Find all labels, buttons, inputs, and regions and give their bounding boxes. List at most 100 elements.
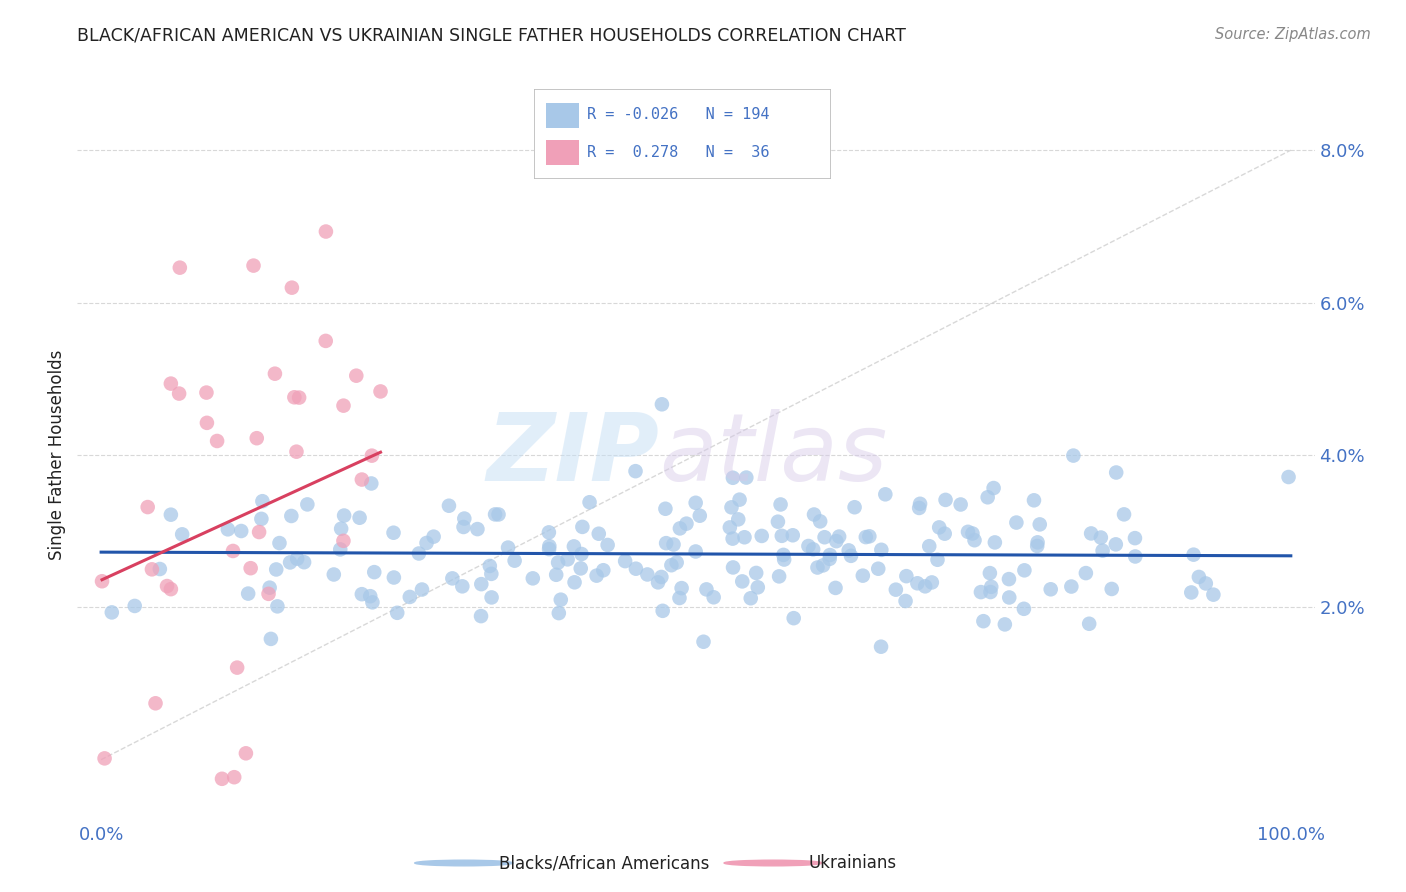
Point <box>522 571 544 585</box>
Point <box>479 566 502 581</box>
Point <box>894 594 917 608</box>
Point <box>870 640 893 654</box>
Point <box>1195 576 1218 591</box>
Point <box>550 592 572 607</box>
Point <box>984 535 1007 549</box>
Point <box>1074 566 1097 580</box>
Point <box>349 510 371 524</box>
Point <box>855 530 877 544</box>
Text: Blacks/African Americans: Blacks/African Americans <box>499 854 710 872</box>
Point <box>537 525 560 540</box>
Point <box>839 549 862 563</box>
Point <box>235 747 257 761</box>
Point <box>451 579 474 593</box>
Point <box>801 542 824 557</box>
Point <box>921 575 943 590</box>
Point <box>315 334 337 348</box>
Point <box>1105 466 1128 480</box>
Point <box>246 431 269 445</box>
Point <box>731 574 754 589</box>
Point <box>415 536 437 550</box>
Point <box>970 585 993 599</box>
Point <box>808 514 831 528</box>
Point <box>211 772 233 786</box>
Point <box>972 614 994 628</box>
Point <box>503 554 526 568</box>
Point <box>692 634 714 648</box>
Point <box>266 599 288 614</box>
Text: Source: ZipAtlas.com: Source: ZipAtlas.com <box>1215 27 1371 42</box>
Point <box>727 512 749 526</box>
FancyBboxPatch shape <box>546 140 579 165</box>
Point <box>149 562 172 576</box>
Point <box>562 540 585 554</box>
Point <box>411 582 433 597</box>
Point <box>956 524 979 539</box>
Point <box>797 539 820 553</box>
Point <box>772 548 794 562</box>
Point <box>769 498 792 512</box>
Point <box>1026 539 1049 553</box>
Point <box>896 569 918 583</box>
Point <box>669 521 692 535</box>
Point <box>662 537 685 551</box>
Point <box>224 770 246 784</box>
Point <box>852 568 875 582</box>
Point <box>547 556 569 570</box>
Point <box>1078 616 1101 631</box>
Point <box>1277 470 1299 484</box>
Point <box>360 449 382 463</box>
Point <box>624 562 647 576</box>
Point <box>231 524 253 538</box>
Point <box>740 591 762 606</box>
Point <box>963 533 986 548</box>
Point <box>160 508 183 522</box>
Point <box>783 611 806 625</box>
Point <box>651 397 673 411</box>
Point <box>998 591 1021 605</box>
Point <box>160 376 183 391</box>
Point <box>636 567 658 582</box>
Point <box>569 561 592 575</box>
Point <box>571 520 593 534</box>
Point <box>478 558 501 573</box>
Point <box>782 528 804 542</box>
Point <box>962 526 984 541</box>
Point <box>382 570 405 584</box>
Point <box>1123 531 1146 545</box>
Text: ZIP: ZIP <box>486 409 659 501</box>
Point <box>908 497 931 511</box>
Point <box>281 280 304 294</box>
Point <box>1060 580 1083 594</box>
Point <box>264 367 287 381</box>
Point <box>350 473 373 487</box>
Point <box>624 464 647 478</box>
Point <box>285 551 308 566</box>
Point <box>453 511 475 525</box>
Point <box>160 582 183 596</box>
Point <box>703 591 725 605</box>
Point <box>470 609 492 624</box>
Point <box>285 444 308 458</box>
Point <box>651 604 673 618</box>
Point <box>557 552 579 566</box>
Point <box>441 571 464 585</box>
Point <box>858 529 880 543</box>
Point <box>980 580 1002 594</box>
Point <box>195 385 218 400</box>
Point <box>252 494 274 508</box>
Point <box>655 536 678 550</box>
Point <box>592 563 614 577</box>
Point <box>93 751 115 765</box>
Point <box>935 492 957 507</box>
Point <box>167 386 190 401</box>
Point <box>1062 449 1084 463</box>
Point <box>825 534 848 549</box>
Point <box>806 560 828 574</box>
Point <box>695 582 717 597</box>
Point <box>488 508 510 522</box>
Point <box>689 508 711 523</box>
Point <box>437 499 460 513</box>
Point <box>257 587 280 601</box>
Point <box>332 399 354 413</box>
